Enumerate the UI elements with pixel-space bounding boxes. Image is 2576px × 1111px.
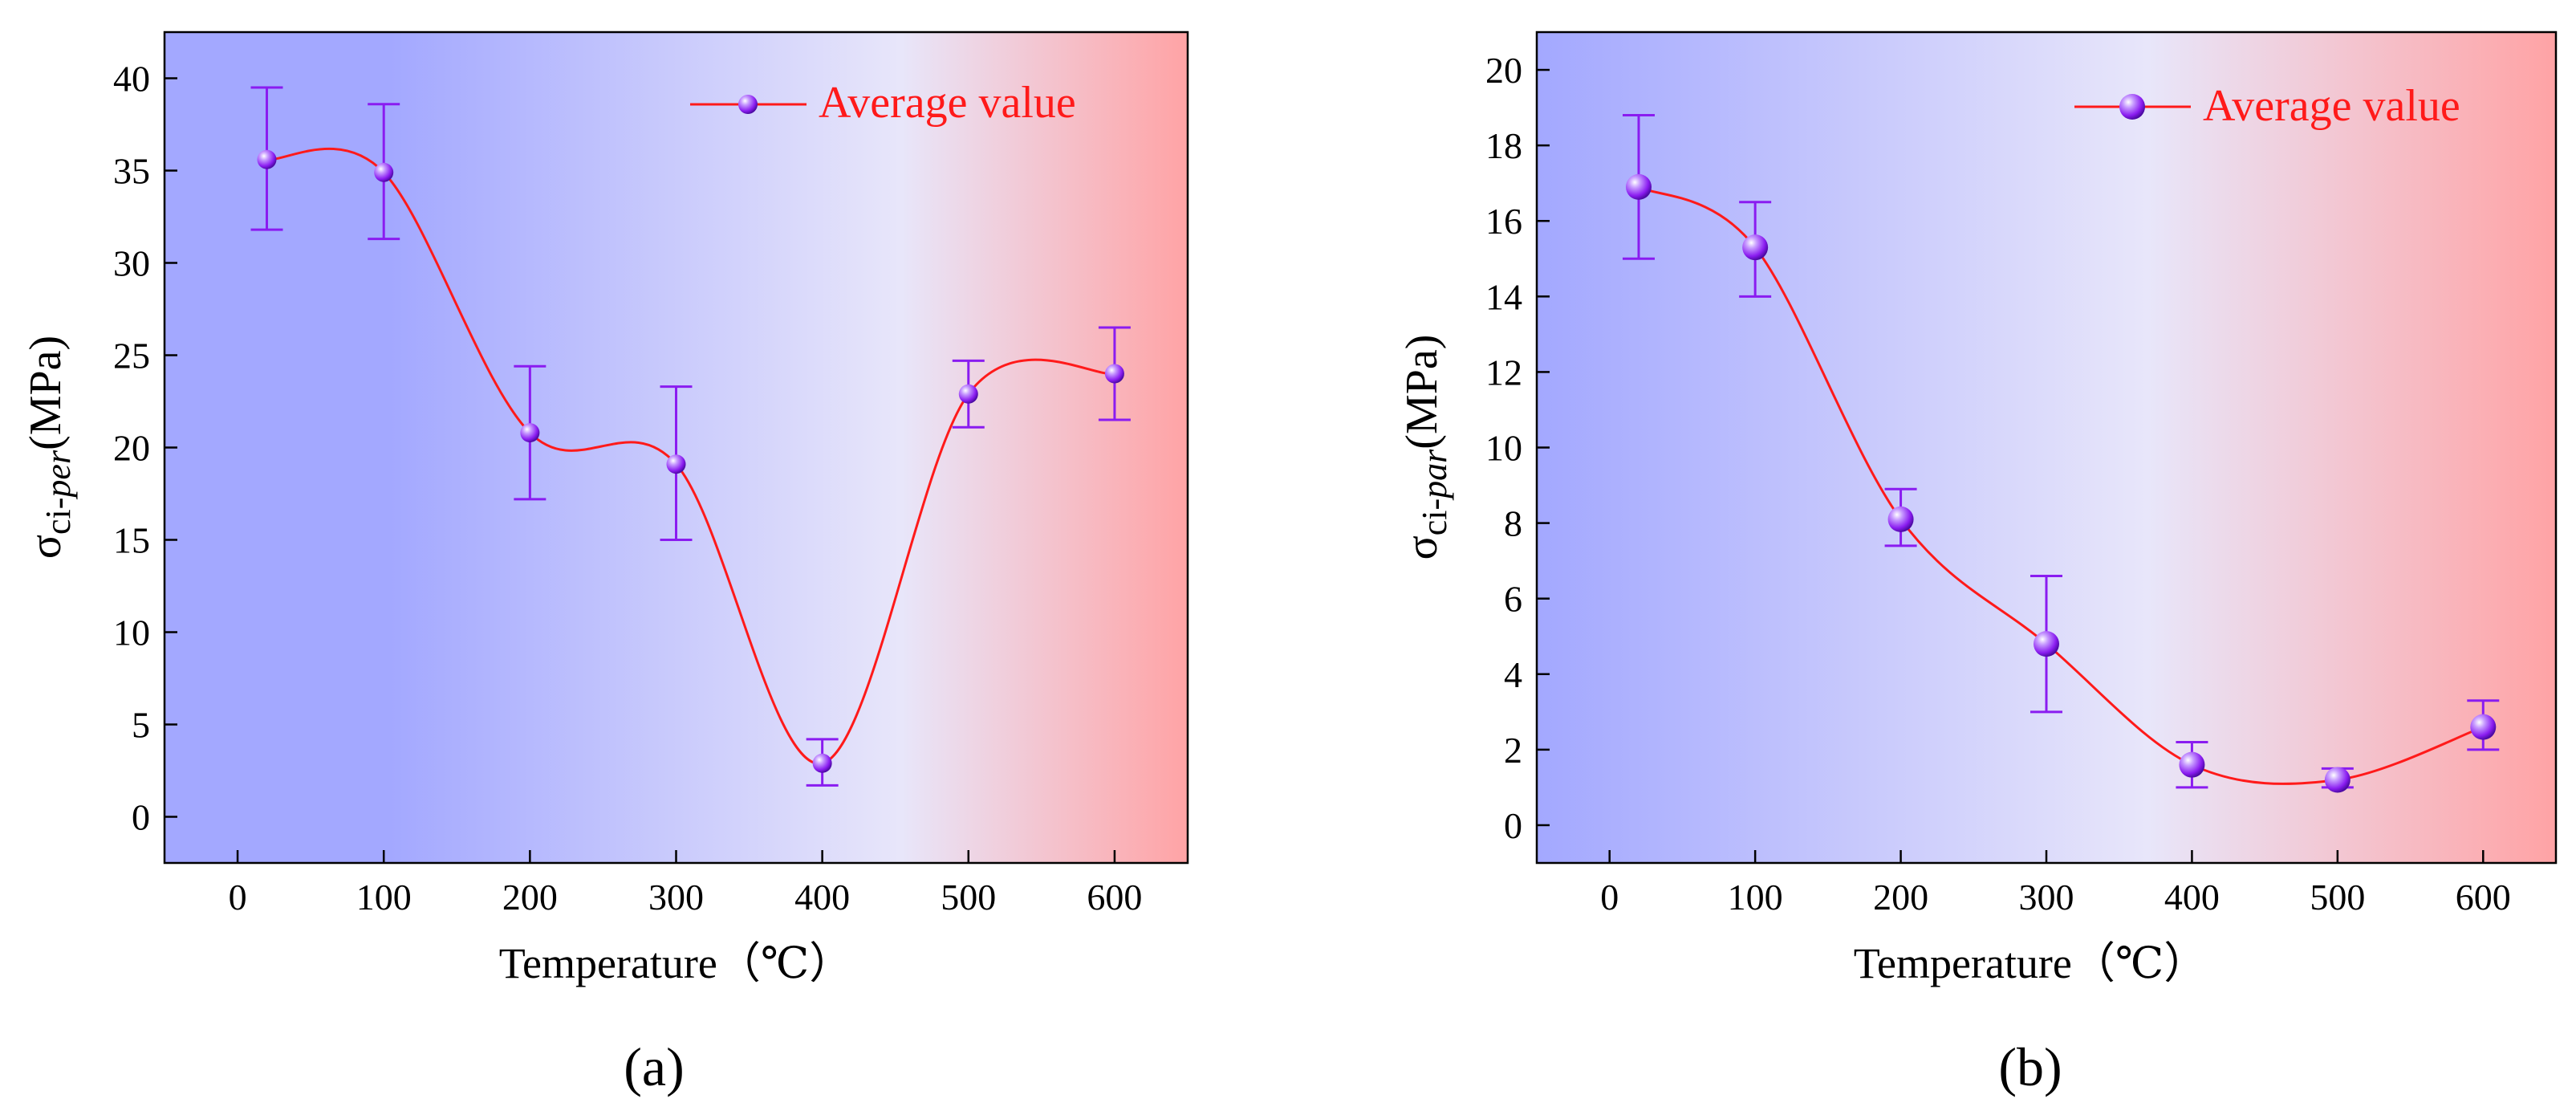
y-tick-label: 4 xyxy=(1504,654,1522,695)
y-axis-label-sub: ci- xyxy=(39,498,78,535)
data-layer xyxy=(1623,114,2500,793)
y-tick-label: 0 xyxy=(1504,805,1522,846)
y-tick-label: 6 xyxy=(1504,579,1522,620)
panel-label: (b) xyxy=(1998,1036,2062,1097)
y-tick-label: 25 xyxy=(113,336,150,376)
data-point xyxy=(666,454,686,474)
y-tick-label: 12 xyxy=(1485,352,1522,393)
y-axis-label-unit: (MPa) xyxy=(21,336,71,450)
y-axis-label-symbol: σ xyxy=(21,535,71,559)
x-tick-label: 600 xyxy=(2456,877,2511,918)
x-tick-label: 100 xyxy=(356,877,412,918)
data-point xyxy=(520,423,540,443)
plot-frame xyxy=(163,31,1189,865)
data-point xyxy=(2034,631,2059,657)
y-tick-label: 5 xyxy=(132,705,150,746)
y-tick-label: 15 xyxy=(113,520,150,561)
x-tick-label: 600 xyxy=(1087,877,1142,918)
y-tick-label: 20 xyxy=(113,428,150,469)
x-tick-label: 200 xyxy=(1873,877,1928,918)
y-axis-label-sub: ci- xyxy=(1415,499,1454,535)
data-point xyxy=(2470,714,2497,740)
y-tick-label: 35 xyxy=(113,151,150,192)
chart-panel-b: 0 100 200 300 400 500 600 0 2 4 6 8 10 12 14 16 18 20 Ave… xyxy=(1397,31,2558,1097)
axis-layer: 0 100 200 300 400 500 600 0 2 4 6 8 10 12 14 16 18 20 xyxy=(1485,50,2511,918)
y-axis-label: σci-par(MPa) xyxy=(1397,335,1454,560)
y-axis-label-sub-italic: per xyxy=(39,450,78,500)
x-tick-label: 400 xyxy=(2164,877,2220,918)
panel-label: (a) xyxy=(624,1036,684,1097)
legend-marker xyxy=(2119,94,2145,120)
y-tick-label: 20 xyxy=(1485,50,1522,91)
data-point xyxy=(1104,364,1124,384)
y-tick-label: 18 xyxy=(1485,125,1522,166)
y-axis-label: σci-per(MPa) xyxy=(21,336,78,559)
y-axis-label-unit: (MPa) xyxy=(1397,335,1447,450)
plot-background xyxy=(1537,32,2556,863)
y-tick-label: 30 xyxy=(113,243,150,284)
y-tick-label: 8 xyxy=(1504,503,1522,544)
legend-label: Average value xyxy=(819,78,1076,128)
legend: Average value xyxy=(2074,81,2460,131)
data-point xyxy=(1742,234,1769,261)
data-point xyxy=(2324,767,2350,793)
data-point xyxy=(812,753,832,773)
x-tick-label: 300 xyxy=(648,877,704,918)
data-point xyxy=(257,149,277,169)
data-point xyxy=(374,162,394,182)
chart-panel-a: 0 100 200 300 400 500 600 0 5 10 15 20 25 30 35 40 Aver… xyxy=(21,31,1189,1097)
x-axis-label: Temperature（℃） xyxy=(499,939,852,987)
y-tick-label: 16 xyxy=(1485,201,1522,242)
legend-label: Average value xyxy=(2203,81,2460,131)
y-tick-label: 10 xyxy=(113,612,150,653)
data-point xyxy=(1626,173,1652,200)
y-tick-label: 14 xyxy=(1485,276,1522,317)
legend: Average value xyxy=(690,78,1076,128)
data-layer xyxy=(250,86,1131,787)
x-tick-label: 100 xyxy=(1728,877,1783,918)
series-line xyxy=(266,147,1115,765)
y-tick-label: 2 xyxy=(1504,730,1522,771)
x-tick-label: 0 xyxy=(1600,877,1619,918)
x-axis-label: Temperature（℃） xyxy=(1854,939,2207,987)
axis-layer: 0 100 200 300 400 500 600 0 5 10 15 20 25 30 35 40 xyxy=(113,59,1142,918)
y-tick-label: 10 xyxy=(1485,428,1522,469)
legend-marker xyxy=(738,95,758,114)
y-tick-label: 40 xyxy=(113,59,150,100)
x-tick-label: 0 xyxy=(229,877,247,918)
x-tick-label: 300 xyxy=(2019,877,2074,918)
data-point xyxy=(2179,751,2205,778)
x-tick-label: 200 xyxy=(502,877,558,918)
data-point xyxy=(958,384,978,404)
data-point xyxy=(1887,506,1914,532)
y-axis-label-sub-italic: par xyxy=(1415,449,1454,501)
x-tick-label: 500 xyxy=(2310,877,2365,918)
x-tick-label: 400 xyxy=(794,877,850,918)
x-tick-label: 500 xyxy=(941,877,996,918)
y-tick-label: 0 xyxy=(132,797,150,838)
y-axis-label-symbol: σ xyxy=(1397,535,1447,560)
plot-frame xyxy=(1535,31,2558,865)
